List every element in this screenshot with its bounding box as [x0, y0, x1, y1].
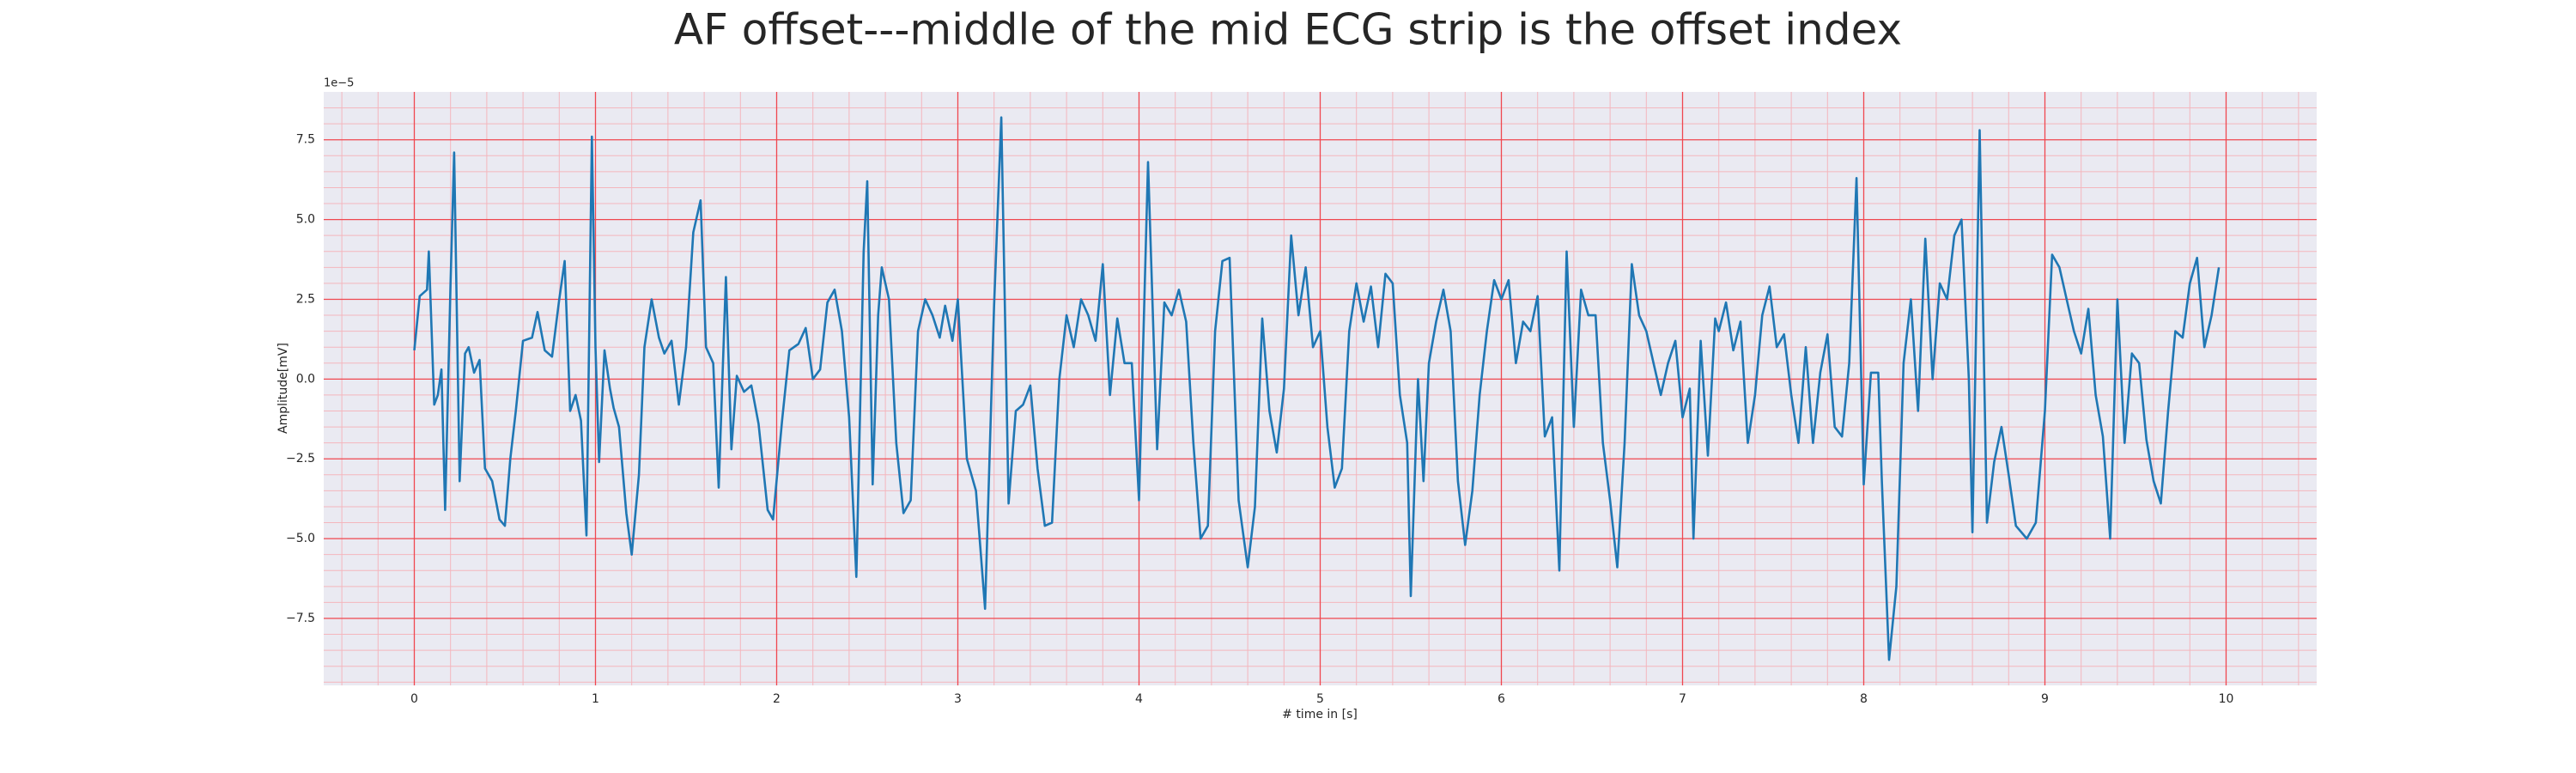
grid: [324, 92, 2317, 685]
x-tick-label: 10: [2219, 692, 2234, 706]
x-tick-label: 9: [2041, 692, 2049, 706]
x-tick-label: 6: [1498, 692, 1505, 706]
x-tick-label: 2: [773, 692, 781, 706]
marks: [413, 116, 2221, 661]
x-tick-label: 0: [410, 692, 418, 706]
x-tick-label: 1: [592, 692, 599, 706]
y-tick-label: −5.0: [286, 532, 315, 545]
y-tick-label: 0.0: [296, 372, 315, 386]
x-tick-label: 7: [1679, 692, 1686, 706]
y-tick-label: 7.5: [296, 133, 315, 147]
x-tick-label: 3: [954, 692, 962, 706]
y-tick-label: −2.5: [286, 452, 315, 466]
x-tick-label: 8: [1860, 692, 1868, 706]
y-offset-label: 1e−5: [324, 77, 354, 90]
x-axis-label: # time in [s]: [1282, 708, 1358, 721]
y-tick-label: 2.5: [296, 292, 315, 306]
chart-title: AF offset---middle of the mid ECG strip …: [674, 5, 1902, 55]
y-axis-label: Amplitude[mV]: [276, 343, 290, 434]
ecg-line: [413, 116, 2221, 661]
x-tick-label: 5: [1316, 692, 1324, 706]
y-tick-label: −7.5: [286, 612, 315, 625]
y-tick-label: 5.0: [296, 213, 315, 227]
x-tick-label: 4: [1135, 692, 1143, 706]
